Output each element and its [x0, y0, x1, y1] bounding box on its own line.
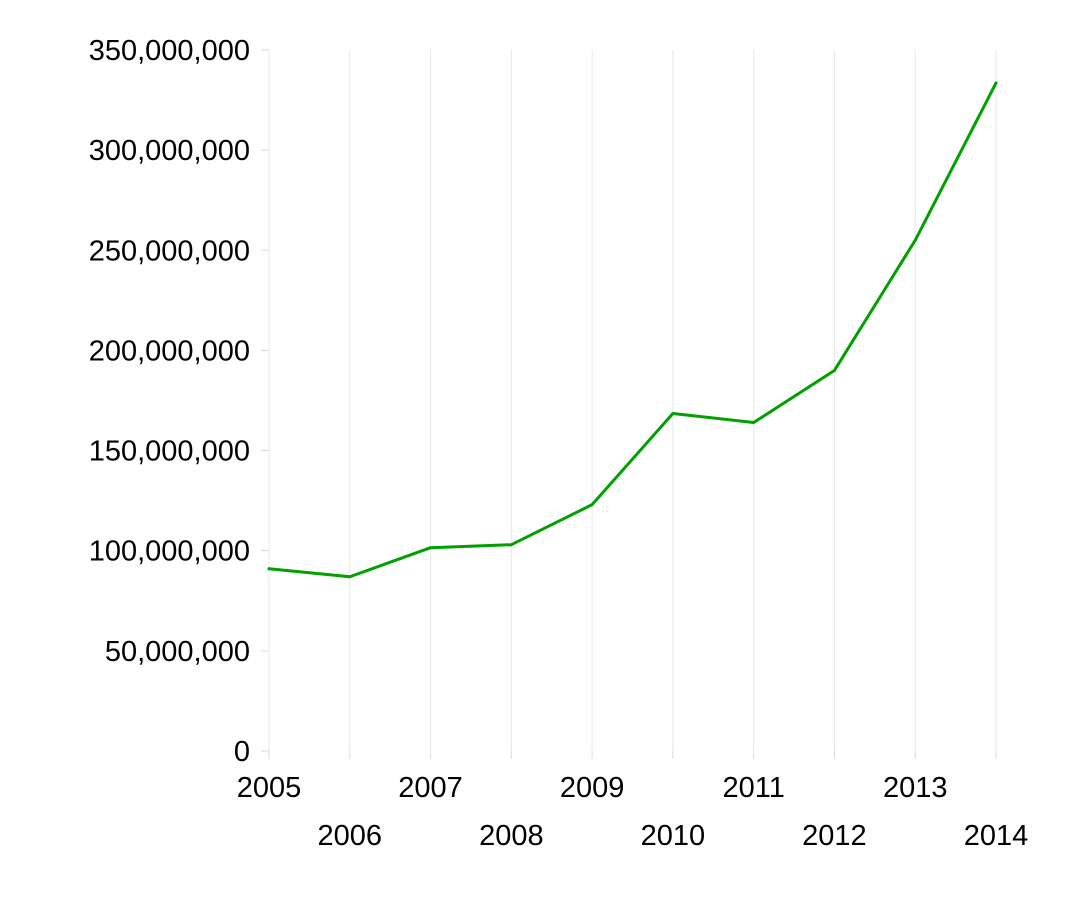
- data-point-2009: [590, 503, 594, 507]
- y-tick-label: 350,000,000: [89, 35, 250, 67]
- x-tick-label: 2011: [722, 772, 784, 804]
- data-point-2014: [994, 81, 998, 85]
- y-axis-tick-labels: 0 50,000,000 100,000,000 150,000,000 200,000…: [89, 35, 250, 768]
- x-tick-label: 2010: [641, 820, 706, 852]
- x-tick-label: 2009: [560, 772, 625, 804]
- series-layer: [267, 81, 998, 579]
- y-tick-label: 50,000,000: [105, 636, 250, 668]
- data-point-2008: [509, 543, 513, 547]
- data-point-2011: [752, 421, 756, 425]
- x-tick-label: 2013: [883, 772, 948, 804]
- x-tick-label: 2014: [964, 820, 1029, 852]
- y-tick-label: 100,000,000: [89, 536, 250, 568]
- data-point-2006: [348, 575, 352, 579]
- series-line: [267, 81, 998, 579]
- x-axis-tick-labels: 2005 2006 2007 2008 2009 2010 2011 2012 2013 2014: [237, 772, 1029, 852]
- x-tick-label: 2007: [398, 772, 463, 804]
- y-tick-label: 250,000,000: [89, 235, 250, 267]
- y-tick-label: 0: [234, 736, 250, 768]
- data-point-2005: [267, 567, 271, 571]
- data-point-2007: [429, 546, 433, 550]
- data-point-2010: [671, 412, 675, 416]
- x-tick-label: 2008: [479, 820, 544, 852]
- x-tick-label: 2006: [318, 820, 383, 852]
- x-tick-label: 2012: [802, 820, 867, 852]
- data-point-2013: [913, 238, 917, 242]
- y-tick-label: 300,000,000: [89, 135, 250, 167]
- y-tick-label: 150,000,000: [89, 436, 250, 468]
- grid-lines: [261, 49, 997, 759]
- data-point-2012: [832, 368, 836, 372]
- x-tick-label: 2005: [237, 772, 302, 804]
- y-tick-label: 200,000,000: [89, 335, 250, 367]
